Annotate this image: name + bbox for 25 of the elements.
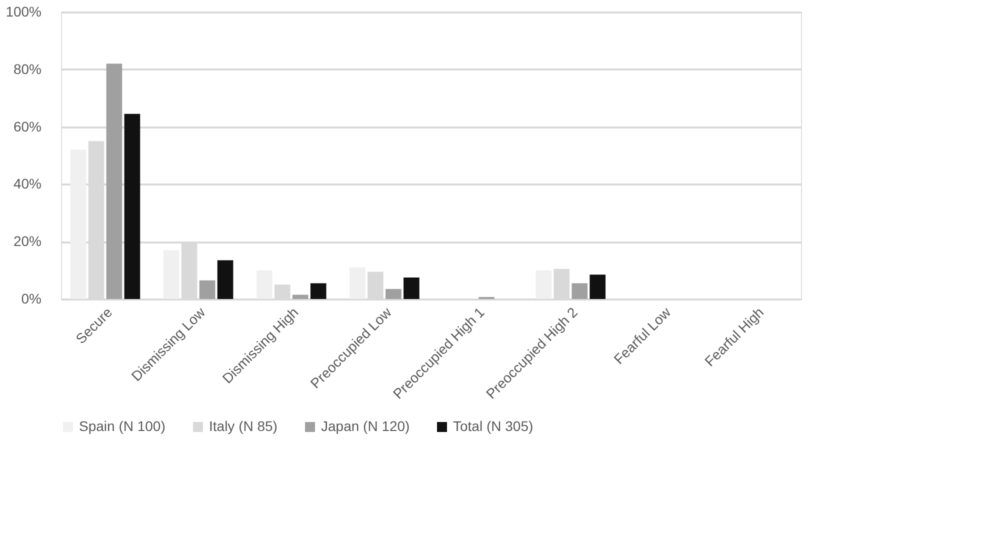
- legend-label: Total (N 305): [453, 418, 534, 434]
- bar: [106, 64, 122, 299]
- y-tick-label: 20%: [13, 233, 42, 250]
- legend-label: Japan (N 120): [321, 418, 410, 434]
- bar: [292, 294, 308, 299]
- bar: [590, 274, 606, 299]
- bar: [256, 270, 272, 299]
- bar: [404, 277, 420, 299]
- bar: [386, 288, 402, 299]
- y-tick-label: 0%: [21, 290, 42, 306]
- bar: [572, 283, 588, 299]
- y-tick-label: 60%: [13, 118, 42, 134]
- legend-label: Italy (N 85): [209, 418, 278, 434]
- bar: [350, 267, 366, 299]
- bar: [310, 283, 326, 299]
- y-tick-label: 100%: [6, 4, 42, 20]
- bar: [124, 114, 140, 299]
- y-tick-label: 40%: [13, 176, 42, 192]
- legend-label: Spain (N 100): [79, 418, 166, 434]
- bar: [536, 270, 552, 299]
- y-tick-label: 80%: [13, 60, 42, 77]
- bar: [199, 280, 216, 299]
- bar: [163, 250, 180, 299]
- bar: [70, 150, 86, 299]
- bar: [217, 260, 234, 299]
